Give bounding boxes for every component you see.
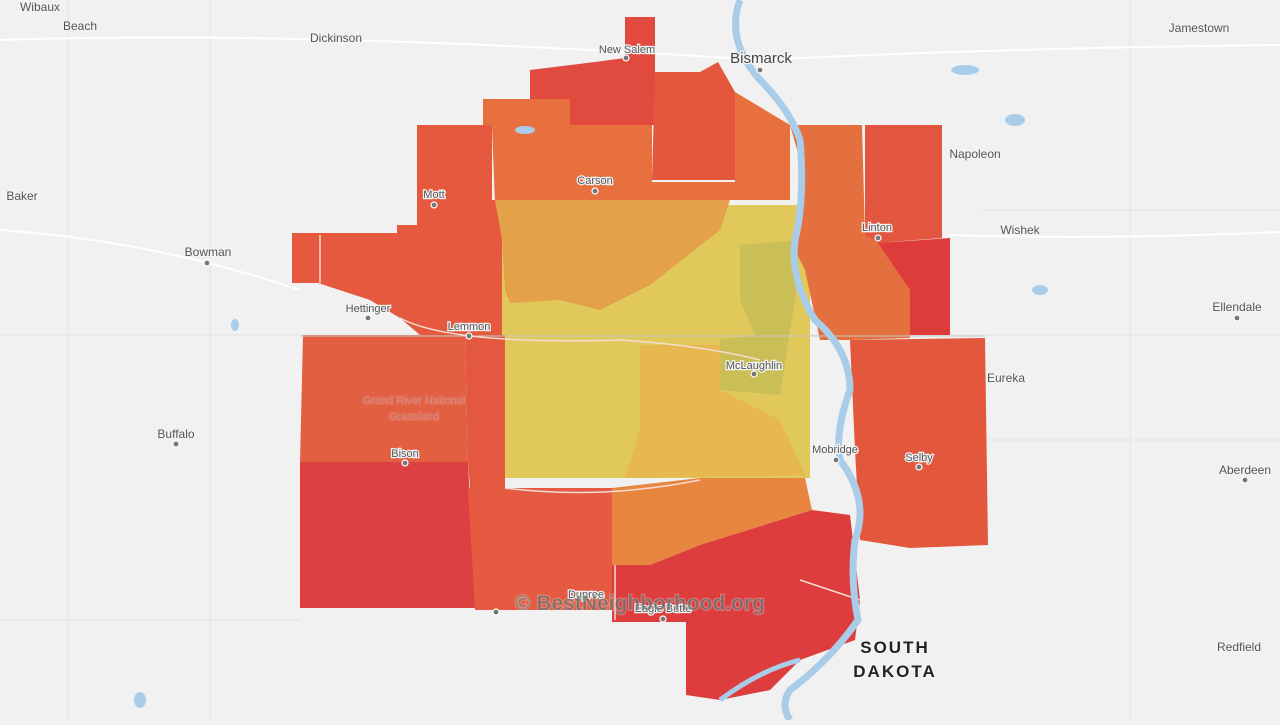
place-dot [172,440,180,448]
place-label: Bison [391,448,419,460]
lake [1005,114,1025,126]
region [790,125,910,340]
region [465,335,505,488]
place-dot [203,259,211,267]
region [850,338,988,548]
place-label: Mott [423,189,444,201]
region [300,335,468,462]
region [300,462,475,608]
place-label: Dickinson [310,31,362,45]
watermark: © BestNeighborhood.org [515,592,765,615]
lakes [134,65,1048,708]
place-label: McLaughlin [726,360,782,372]
place-labels: Wibaux Beach Dickinson New Salem Bismarc… [5,0,1272,682]
lake [951,65,979,75]
place-label: Bowman [185,245,232,259]
place-label: Ellendale [1212,300,1262,314]
river [732,0,864,722]
place-dot [465,332,473,340]
regions [292,17,988,700]
overlay [134,0,1048,722]
place-dot [401,459,409,467]
state-label: SOUTH [860,638,930,657]
place-dot [1241,476,1249,484]
place-label: Bismarck [730,50,792,67]
place-dot [1233,314,1241,322]
region [495,200,730,310]
road [319,235,861,620]
place-label: Napoleon [949,147,1000,161]
place-dots [172,54,1249,623]
place-dot [622,54,630,62]
place-label: Redfield [1217,640,1261,654]
region [612,478,812,565]
region [652,62,735,180]
region [483,92,790,205]
place-dot [492,608,500,616]
region [625,345,805,478]
place-dot [756,66,764,74]
lake [134,692,146,708]
place-label: Eagle Butte [635,603,692,615]
road [0,229,1280,291]
place-label: Aberdeen [1219,463,1271,477]
region [530,17,655,125]
place-dot [659,615,667,623]
place-label: Hettinger [346,303,391,315]
place-label: Baker [6,189,37,203]
place-label: Jamestown [1169,21,1230,35]
place-label: Selby [905,452,933,464]
place-dot [915,463,923,471]
region [865,125,942,243]
lake [1032,285,1048,295]
place-label: Lemmon [448,321,491,333]
lake [231,319,239,331]
place-label: Buffalo [157,427,194,441]
place-dot [750,370,758,378]
region [878,238,950,335]
lake [515,126,535,134]
landmark-label: Grand River National [363,395,466,407]
place-label: Linton [862,222,892,234]
road [0,36,1280,62]
place-label: Eureka [987,371,1025,385]
place-dot [430,201,438,209]
landmark-label: Grassland [389,411,439,423]
region [720,240,800,395]
place-label: Dupree [568,589,604,601]
river [718,657,801,703]
place-label: Wibaux [20,0,60,14]
place-label: Beach [63,19,97,33]
region [292,125,502,335]
region [612,510,860,700]
place-label: Carson [577,175,612,187]
place-dot [832,456,840,464]
place-label: New Salem [599,44,655,56]
place-label: Wishek [1000,223,1040,237]
place-dot [591,187,599,195]
place-dot [874,234,882,242]
place-label: Mobridge [812,444,858,456]
state-label: DAKOTA [853,662,936,681]
place-dot [364,314,372,322]
region [468,488,615,610]
